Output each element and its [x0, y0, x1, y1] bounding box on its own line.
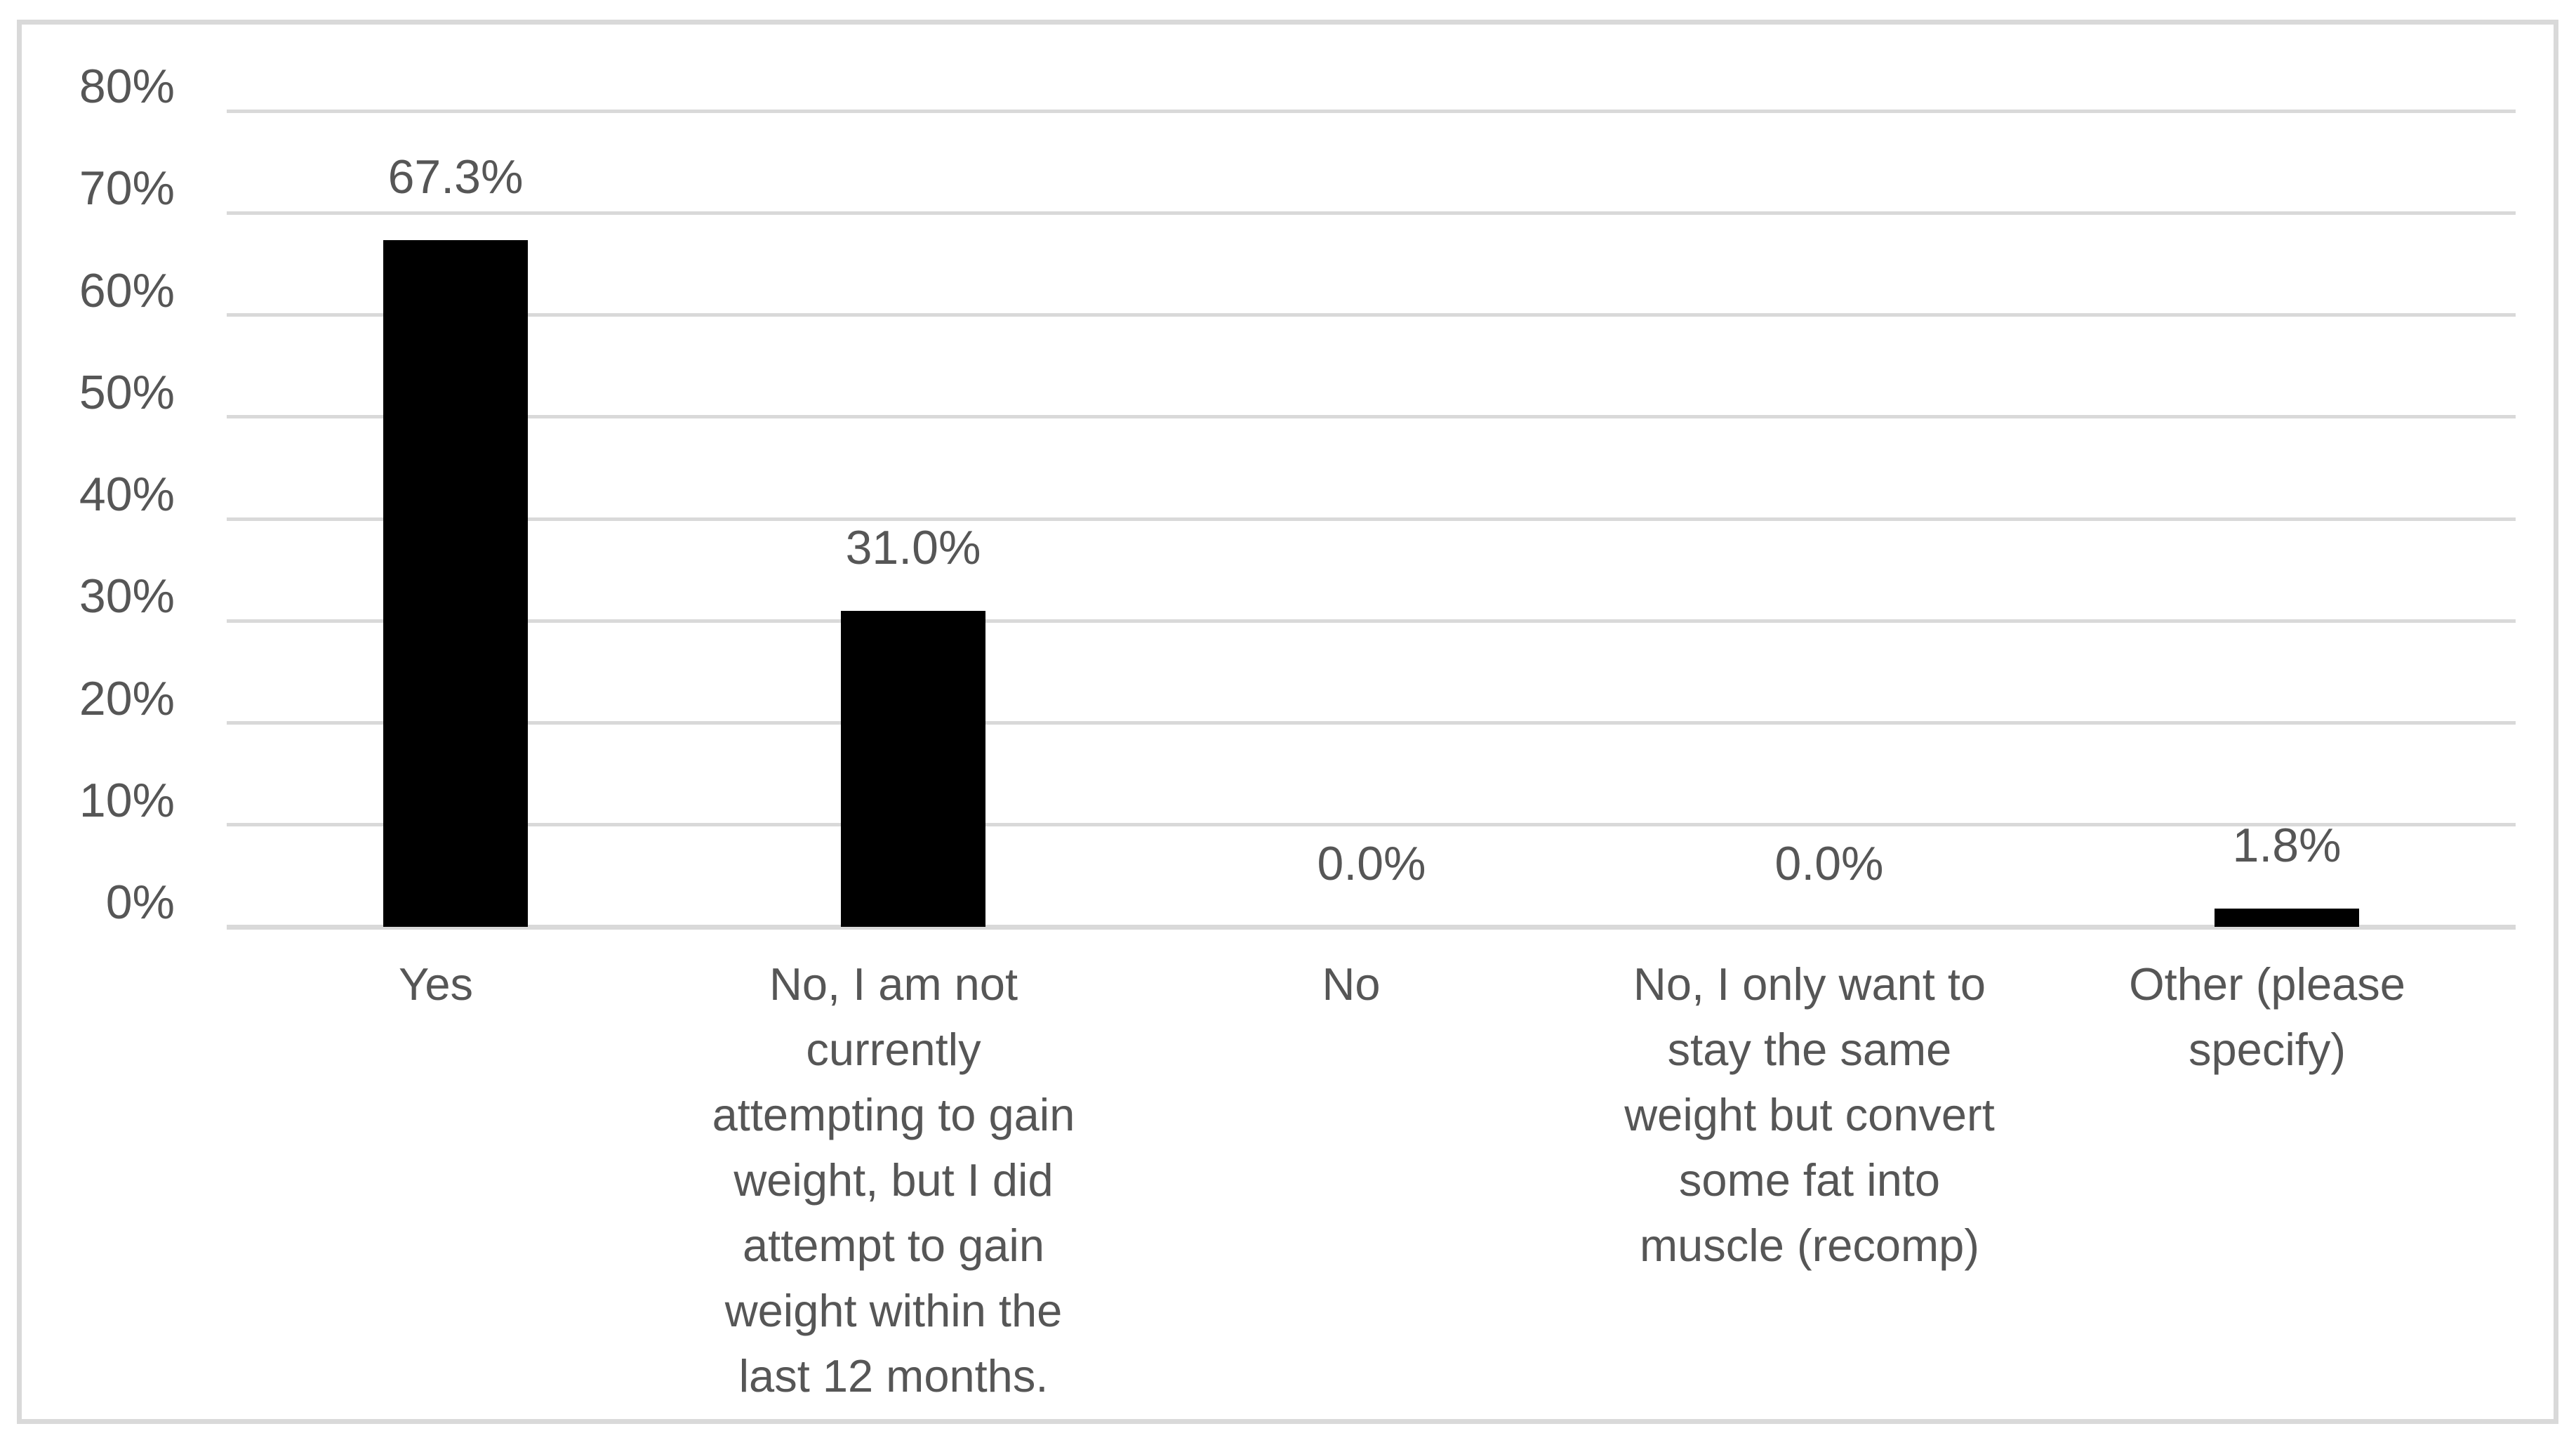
gridline [227, 517, 2516, 521]
y-axis-tick-label: 50% [79, 366, 175, 419]
bar-value-label: 67.3% [387, 150, 524, 204]
x-axis-category-label: No, I am not currently attempting to gai… [712, 958, 1075, 1401]
x-axis-category-label: Other (please specify) [2129, 958, 2405, 1075]
y-axis-tick-label: 70% [79, 161, 175, 215]
x-axis-category-label: No [1322, 958, 1381, 1010]
y-axis-tick-label: 10% [79, 774, 175, 827]
bar [2215, 909, 2359, 927]
y-axis-tick-label: 40% [79, 468, 175, 521]
gridline [227, 313, 2516, 317]
gridline [227, 823, 2516, 826]
gridline [227, 110, 2516, 113]
y-axis-tick-label: 80% [79, 60, 175, 113]
bar-value-label: 1.8% [2232, 819, 2342, 872]
bar-value-label: 0.0% [1774, 837, 1884, 890]
gridline [227, 415, 2516, 418]
y-axis-tick-label: 60% [79, 264, 175, 317]
y-axis-tick-label: 20% [79, 672, 175, 725]
gridline [227, 721, 2516, 725]
x-axis-category-label: No, I only want to stay the same weight … [1624, 958, 1995, 1271]
x-axis-category-label: Yes [398, 958, 474, 1010]
plot-area: 67.3% 31.0% 0.0% 0.0% 1.8% [227, 110, 2516, 930]
x-axis-line [227, 925, 2516, 930]
chart-frame: 67.3% 31.0% 0.0% 0.0% 1.8% 0% 10% 20% 30% 40% 50%… [17, 20, 2558, 1424]
y-axis-tick-label: 0% [105, 876, 175, 929]
gridline [227, 619, 2516, 623]
bar [841, 611, 985, 927]
gridline [227, 211, 2516, 215]
bar-value-label: 0.0% [1317, 837, 1426, 890]
bar-value-label: 31.0% [845, 521, 981, 574]
y-axis-tick-label: 30% [79, 569, 175, 623]
bar [383, 240, 528, 927]
